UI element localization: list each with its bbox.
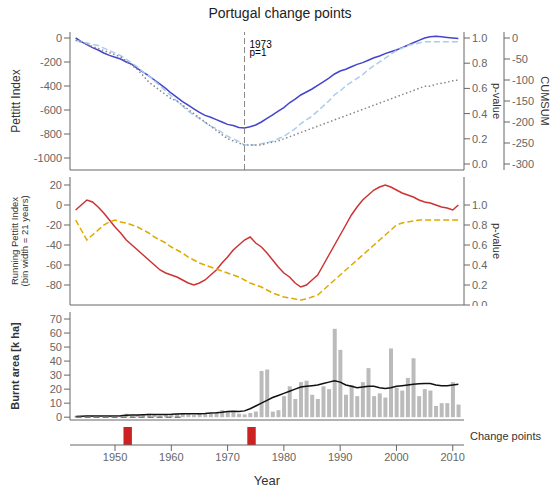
svg-text:0.2: 0.2 — [472, 279, 487, 291]
svg-text:0: 0 — [56, 199, 62, 211]
svg-text:-150: -150 — [512, 95, 534, 107]
svg-text:-200: -200 — [40, 56, 62, 68]
svg-text:-20: -20 — [46, 219, 62, 231]
svg-text:Running Pettitt Index: Running Pettitt Index — [9, 197, 20, 285]
svg-text:10: 10 — [50, 397, 62, 409]
svg-text:2000: 2000 — [384, 451, 408, 463]
svg-text:0.8: 0.8 — [472, 219, 487, 231]
svg-text:-600: -600 — [40, 104, 62, 116]
svg-text:0: 0 — [56, 411, 62, 421]
svg-text:0.4: 0.4 — [472, 259, 487, 271]
svg-text:50: 50 — [50, 341, 62, 353]
svg-text:-40: -40 — [46, 239, 62, 251]
svg-text:-300: -300 — [512, 158, 534, 170]
svg-text:-50: -50 — [512, 53, 528, 65]
svg-text:20: 20 — [50, 179, 62, 191]
svg-text:-60: -60 — [46, 259, 62, 271]
svg-text:1980: 1980 — [272, 451, 296, 463]
svg-text:0: 0 — [56, 32, 62, 44]
svg-text:Burnt area [k ha]: Burnt area [k ha] — [9, 322, 21, 410]
svg-text:Pettitt Index: Pettitt Index — [9, 69, 23, 132]
svg-text:20: 20 — [50, 383, 62, 395]
svg-text:(bin width = 21 years): (bin width = 21 years) — [19, 195, 30, 286]
html-text:Portugal change points: Portugal change points — [208, 5, 352, 21]
svg-text:0.6: 0.6 — [472, 239, 487, 251]
svg-text:1970: 1970 — [215, 451, 239, 463]
svg-text:70: 70 — [50, 313, 62, 325]
svg-text:0.6: 0.6 — [472, 82, 487, 94]
svg-text:30: 30 — [50, 369, 62, 381]
svg-text:-200: -200 — [512, 116, 534, 128]
svg-text:-250: -250 — [512, 137, 534, 149]
svg-text:0.0: 0.0 — [472, 299, 487, 306]
svg-text:-400: -400 — [40, 80, 62, 92]
svg-text:0.0: 0.0 — [472, 158, 487, 170]
svg-text:0.2: 0.2 — [472, 133, 487, 145]
svg-text:-80: -80 — [46, 279, 62, 291]
svg-text:p-value: p-value — [491, 83, 503, 119]
svg-text:p-value: p-value — [491, 223, 503, 259]
svg-text:p=1: p=1 — [249, 47, 266, 58]
svg-text:-100: -100 — [512, 74, 534, 86]
svg-text:1973: 1973 — [249, 38, 272, 50]
svg-text:2010: 2010 — [441, 451, 465, 463]
svg-text:0: 0 — [512, 32, 518, 44]
svg-text:-1000: -1000 — [34, 152, 62, 164]
svg-text:1960: 1960 — [159, 451, 183, 463]
svg-text:Year: Year — [254, 473, 281, 485]
svg-text:-800: -800 — [40, 128, 62, 140]
svg-text:1950: 1950 — [103, 451, 127, 463]
svg-text:0.8: 0.8 — [472, 57, 487, 69]
svg-text:0.4: 0.4 — [472, 108, 487, 120]
svg-text:1990: 1990 — [328, 451, 352, 463]
svg-text:60: 60 — [50, 327, 62, 339]
svg-text:1.0: 1.0 — [472, 199, 487, 211]
html-text:Change points: Change points — [470, 430, 541, 442]
svg-text:40: 40 — [50, 355, 62, 367]
svg-text:CUMSUM: CUMSUM — [539, 76, 551, 126]
svg-text:1.0: 1.0 — [472, 32, 487, 44]
